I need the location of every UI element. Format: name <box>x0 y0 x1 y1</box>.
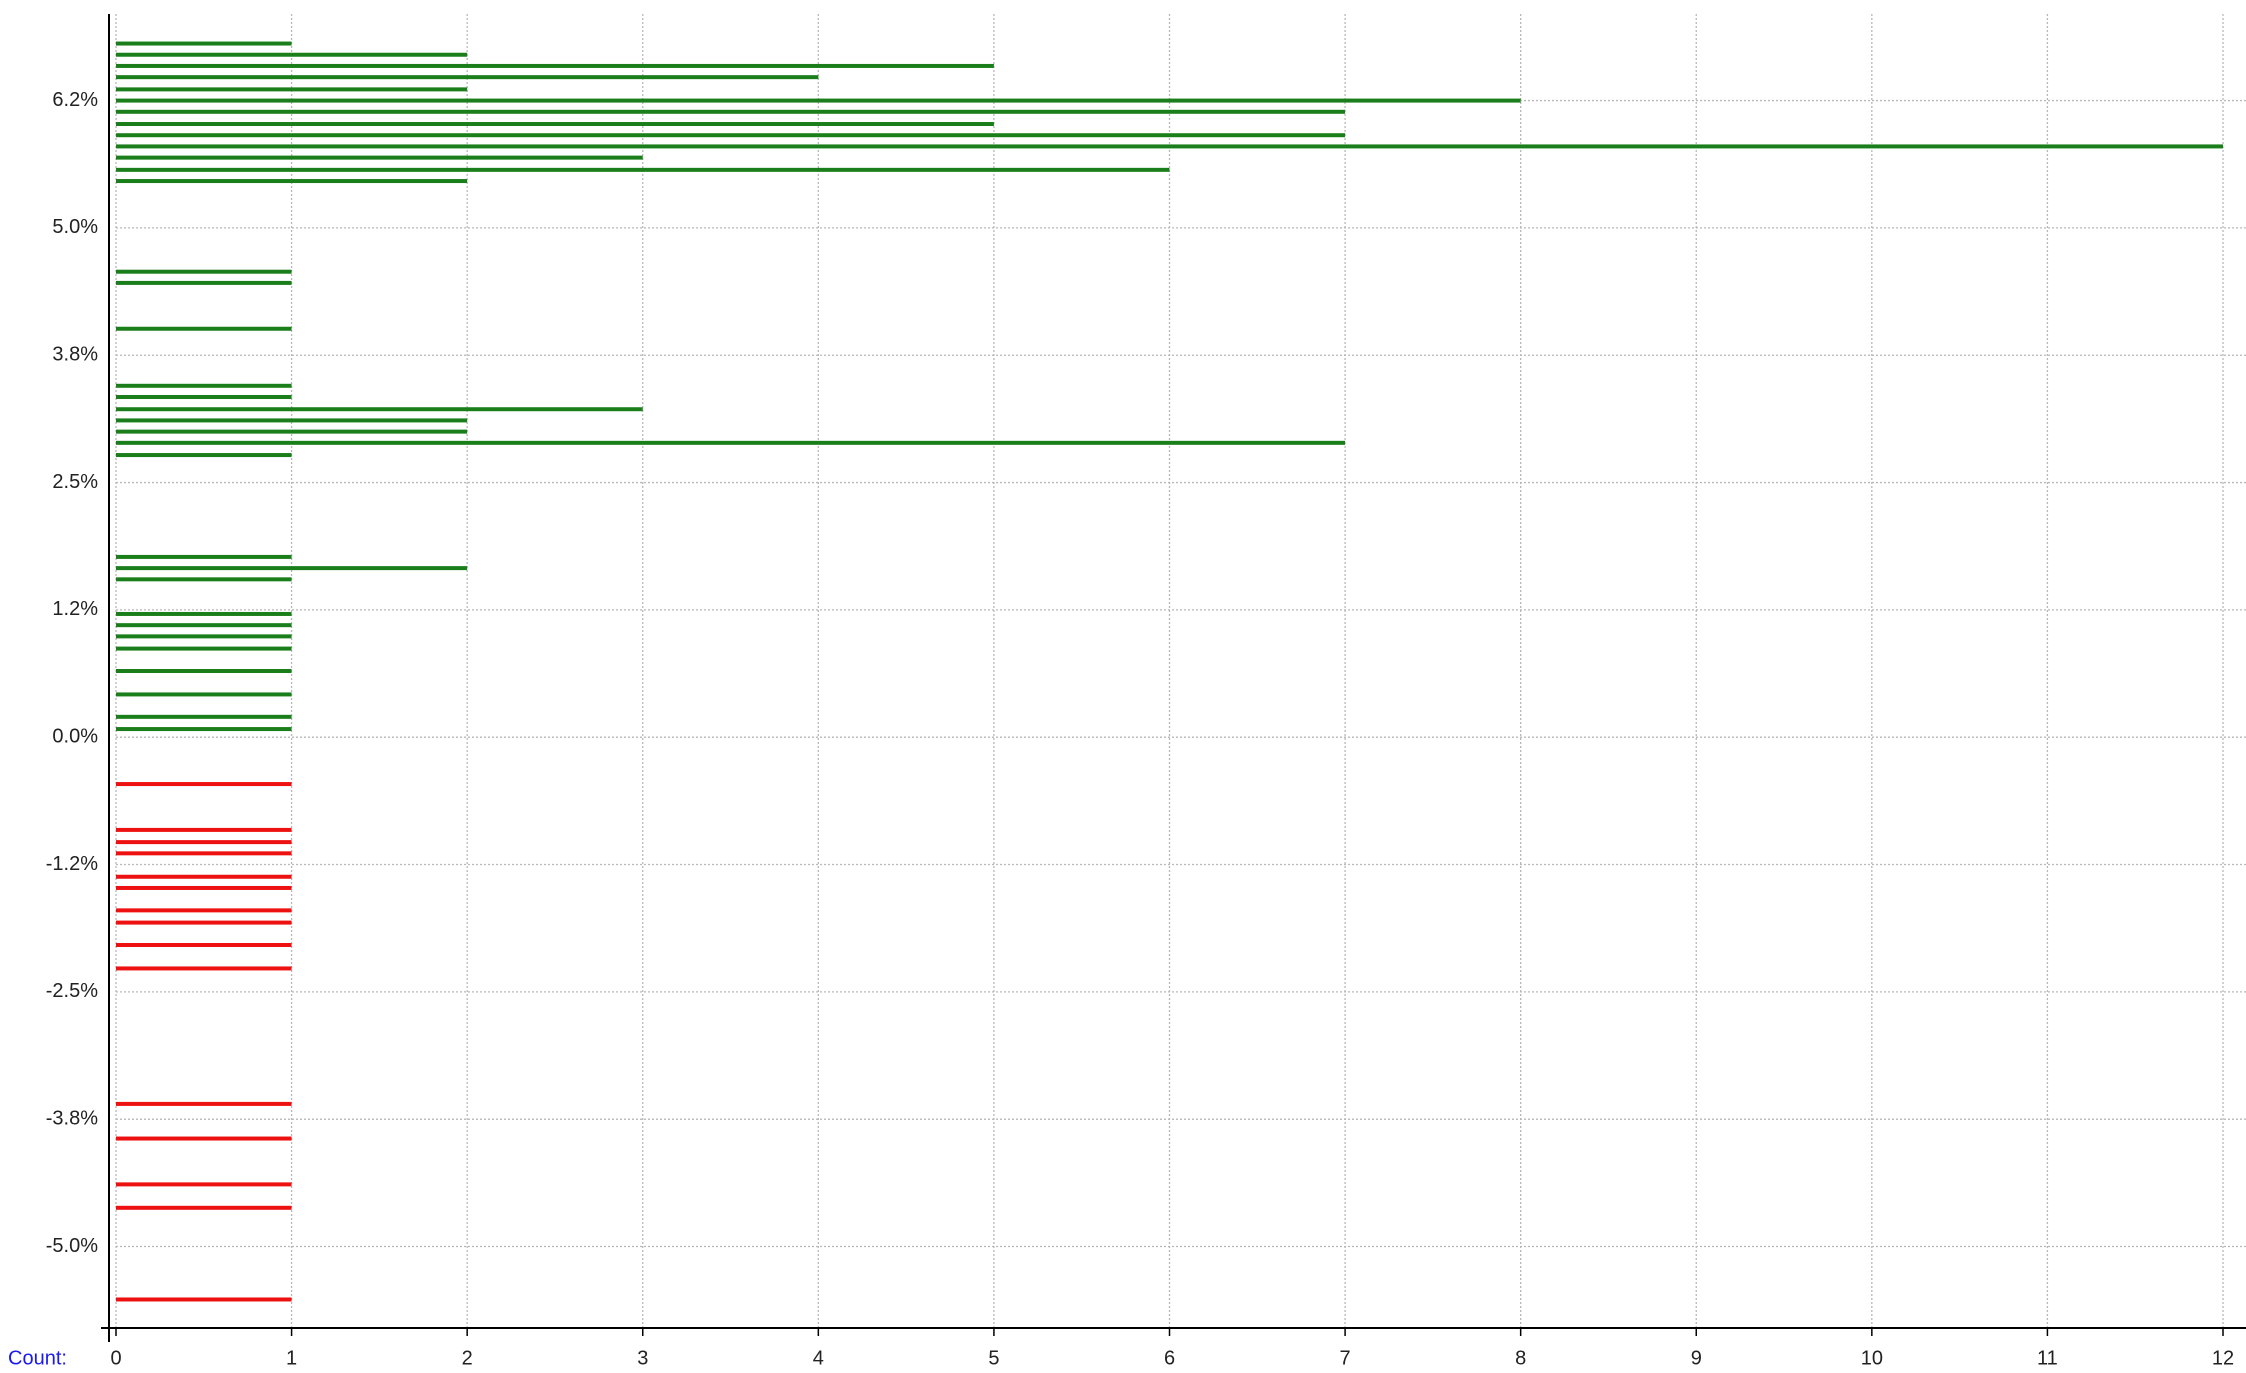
bar <box>116 1205 292 1210</box>
x-tick-label: 9 <box>1691 1347 1702 1369</box>
bar <box>116 1101 292 1106</box>
bar <box>116 1182 292 1187</box>
x-tick-label: 3 <box>637 1347 648 1369</box>
x-tick-label: 8 <box>1515 1347 1526 1369</box>
bar <box>116 63 994 68</box>
bar <box>116 179 468 184</box>
y-tick-label: -1.2% <box>46 853 98 875</box>
x-tick-label: 10 <box>1861 1347 1883 1369</box>
bar <box>116 1136 292 1141</box>
x-tick-label: 6 <box>1164 1347 1175 1369</box>
x-tick-label: 11 <box>2037 1347 2058 1369</box>
bar <box>116 634 292 639</box>
bar <box>116 75 819 80</box>
bar <box>116 646 292 651</box>
bar <box>116 453 292 458</box>
bar <box>116 440 1346 445</box>
x-tick-label: 7 <box>1340 1347 1351 1369</box>
bar <box>116 727 292 732</box>
x-tick-label: 2 <box>462 1347 473 1369</box>
y-tick-label: 1.2% <box>52 598 98 620</box>
bar <box>116 98 1521 103</box>
bar <box>116 1297 292 1302</box>
bar <box>116 407 643 412</box>
bar <box>116 623 292 628</box>
bar <box>116 554 292 559</box>
bar <box>116 840 292 845</box>
bar <box>116 144 2223 149</box>
y-tick-label: -2.5% <box>46 980 98 1002</box>
bar <box>116 155 643 160</box>
y-tick-label: 2.5% <box>52 471 98 493</box>
bar <box>116 874 292 879</box>
bar <box>116 109 1346 114</box>
x-tick-label: 12 <box>2212 1347 2234 1369</box>
bar <box>116 714 292 719</box>
bar <box>116 851 292 856</box>
y-tick-label: -5.0% <box>46 1235 98 1257</box>
bar <box>116 383 292 388</box>
bar <box>116 577 292 582</box>
bar <box>116 920 292 925</box>
y-tick-label: 6.2% <box>52 89 98 111</box>
x-tick-label: 0 <box>110 1347 121 1369</box>
bar <box>116 269 292 274</box>
bar <box>116 429 468 434</box>
x-tick-label: 5 <box>988 1347 999 1369</box>
bar <box>116 566 468 571</box>
bar <box>116 669 292 673</box>
bar <box>116 782 292 787</box>
bar <box>116 692 292 697</box>
bar <box>116 908 292 913</box>
y-tick-label: 5.0% <box>52 216 98 238</box>
x-tick-label: 4 <box>813 1347 824 1369</box>
bar <box>116 52 468 57</box>
bar <box>116 41 292 46</box>
axis-label: Count: <box>8 1347 67 1369</box>
x-tick-label: 1 <box>286 1347 297 1369</box>
bar <box>116 133 1346 138</box>
y-tick-label: -3.8% <box>46 1107 98 1129</box>
bar <box>116 394 292 399</box>
bar <box>116 943 292 948</box>
bar <box>116 122 994 127</box>
y-tick-label: 3.8% <box>52 344 98 366</box>
bar <box>116 326 292 331</box>
bar <box>116 966 292 971</box>
bar <box>116 885 292 890</box>
bar <box>116 280 292 285</box>
bar <box>116 827 292 832</box>
bar <box>116 611 292 616</box>
y-tick-label: 0.0% <box>52 725 98 747</box>
bar <box>116 87 468 92</box>
bar <box>116 167 1170 172</box>
bar <box>116 418 468 423</box>
